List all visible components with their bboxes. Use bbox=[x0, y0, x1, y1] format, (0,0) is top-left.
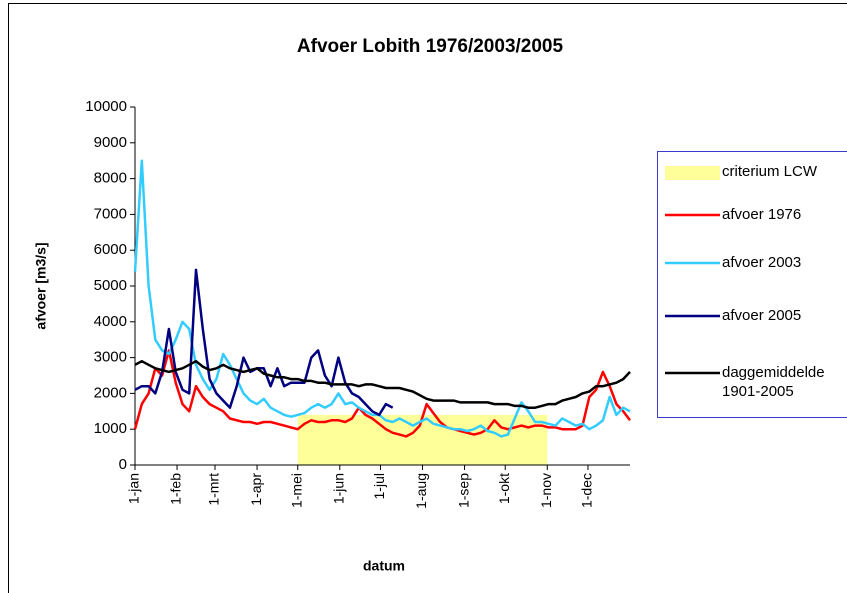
x-tick-label: 1-aug bbox=[413, 473, 429, 509]
y-tick-label: 4000 bbox=[94, 313, 127, 330]
y-tick-label: 6000 bbox=[94, 241, 127, 258]
x-axis-label: datum bbox=[363, 558, 405, 574]
legend-label: afvoer 1976 bbox=[722, 206, 802, 223]
y-tick-label: 1000 bbox=[94, 420, 127, 437]
x-tick-label: 1-okt bbox=[496, 473, 512, 504]
x-tick-label: 1-mrt bbox=[206, 473, 222, 506]
x-tick-label: 1-jan bbox=[126, 473, 142, 504]
legend-label: criterium LCW bbox=[722, 163, 818, 180]
x-tick-label: 1-feb bbox=[168, 473, 184, 505]
x-tick-label: 1-sep bbox=[455, 473, 471, 508]
chart-title: Afvoer Lobith 1976/2003/2005 bbox=[297, 36, 564, 57]
series-line bbox=[134, 359, 631, 409]
y-tick-label: 9000 bbox=[94, 134, 127, 151]
legend-label: afvoer 2003 bbox=[722, 254, 802, 271]
legend-swatch bbox=[665, 166, 720, 180]
x-tick-label: 1-nov bbox=[538, 473, 554, 508]
x-tick-label: 1-dec bbox=[579, 473, 595, 508]
x-tick-label: 1-apr bbox=[248, 473, 264, 506]
y-tick-label: 10000 bbox=[85, 98, 127, 115]
series-line bbox=[133, 349, 631, 438]
y-axis-label: afvoer [m3/s] bbox=[33, 242, 49, 329]
y-tick-label: 3000 bbox=[94, 349, 127, 366]
x-tick-label: 1-jun bbox=[330, 473, 346, 504]
y-tick-label: 0 bbox=[119, 456, 127, 473]
y-tick-label: 2000 bbox=[94, 384, 127, 401]
series-line bbox=[133, 159, 631, 438]
criterium-area bbox=[297, 414, 548, 465]
x-tick-label: 1-jul bbox=[371, 473, 387, 499]
y-tick-label: 7000 bbox=[94, 205, 127, 222]
legend-label: daggemiddelde 1901-2005 bbox=[722, 364, 825, 400]
x-tick-label: 1-mei bbox=[288, 473, 304, 508]
legend-label: afvoer 2005 bbox=[722, 307, 802, 324]
y-tick-label: 5000 bbox=[94, 277, 127, 294]
y-tick-label: 8000 bbox=[94, 170, 127, 187]
series-line bbox=[134, 268, 394, 417]
